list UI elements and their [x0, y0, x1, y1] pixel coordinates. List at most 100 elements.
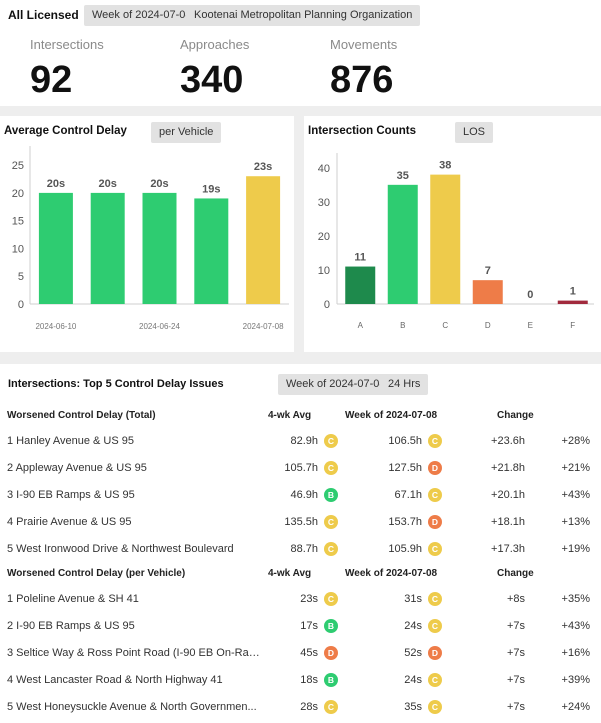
change-percent: +13%	[561, 516, 590, 528]
los-badge-avg: C	[324, 515, 338, 529]
average-control-delay-card: Average Control Delay per Vehicle 0 5 10 15…	[0, 116, 294, 352]
table-week-chip[interactable]: Week of 2024-07-08	[278, 374, 394, 395]
change-percent: +16%	[561, 647, 590, 659]
week-value: 24s	[404, 620, 422, 632]
los-badge-avg: C	[324, 700, 338, 714]
table-row[interactable]: 2 I-90 EB Ramps & US 95 17s B 24s C +7s +43%	[0, 613, 601, 640]
week-value: 24s	[404, 674, 422, 686]
kpi-movements-label: Movements	[330, 37, 398, 52]
los-badge-avg: B	[324, 673, 338, 687]
change-percent: +28%	[561, 435, 590, 447]
bar	[472, 280, 503, 304]
change-percent: +24%	[561, 701, 590, 713]
change-percent: +35%	[561, 593, 590, 605]
table-row[interactable]: 3 I-90 EB Ramps & US 95 46.9h B 67.1h C +20.1…	[0, 482, 601, 509]
x-tick-label: 2024-07-08	[243, 322, 284, 331]
bar-value-label: 35	[397, 170, 409, 182]
bar-value-label: 7	[485, 265, 491, 277]
change-value: +21.8h	[491, 462, 525, 474]
bar	[142, 192, 177, 304]
kpi-approaches-label: Approaches	[180, 37, 250, 52]
los-badge-week: C	[428, 434, 442, 448]
x-tick-label: D	[485, 321, 491, 330]
four-week-avg: 105.7h	[284, 462, 318, 474]
week-value: 52s	[404, 647, 422, 659]
week-value: 153.7h	[388, 516, 422, 528]
organization-chip[interactable]: Kootenai Metropolitan Planning Organizat…	[186, 5, 421, 26]
los-badge-avg: C	[324, 542, 338, 556]
intersection-name[interactable]: 1 Poleline Avenue & SH 41	[7, 593, 139, 605]
los-badge-week: D	[428, 515, 442, 529]
los-bar-chart: 0 10 20 30 40 11 A 35 B 38 C 7 D 0 E 1 F	[318, 153, 594, 330]
intersection-name[interactable]: 5 West Ironwood Drive & Northwest Boulev…	[7, 543, 234, 555]
week-filter-chip[interactable]: Week of 2024-07-08	[84, 5, 200, 26]
y-tick-label: 25	[12, 160, 24, 172]
los-badge-avg: C	[324, 461, 338, 475]
table-row[interactable]: 3 Seltice Way & Ross Point Road (I-90 EB…	[0, 640, 601, 667]
kpi-movements-value: 876	[330, 59, 394, 101]
x-tick-label: 2024-06-24	[139, 322, 180, 331]
table-row[interactable]: 2 Appleway Avenue & US 95 105.7h C 127.5h D +…	[0, 455, 601, 482]
table-row[interactable]: 4 Prairie Avenue & US 95 135.5h C 153.7h D +1…	[0, 509, 601, 536]
column-header-avg[interactable]: 4-wk Avg	[268, 410, 312, 421]
column-header-change[interactable]: Change	[497, 410, 534, 421]
table-row[interactable]: 1 Hanley Avenue & US 95 82.9h C 106.5h C +23.…	[0, 428, 601, 455]
los-badge-week: C	[428, 619, 442, 633]
week-value: 106.5h	[388, 435, 422, 447]
intersection-name[interactable]: 1 Hanley Avenue & US 95	[7, 435, 134, 447]
los-badge-avg: C	[324, 434, 338, 448]
los-badge-week: D	[428, 461, 442, 475]
four-week-avg: 23s	[300, 593, 318, 605]
intersection-name[interactable]: 3 I-90 EB Ramps & US 95	[7, 489, 135, 501]
intersection-name[interactable]: 4 West Lancaster Road & North Highway 41	[7, 674, 223, 686]
week-value: 105.9h	[388, 543, 422, 555]
y-tick-label: 20	[318, 231, 330, 243]
column-header-week[interactable]: Week of 2024-07-08	[345, 568, 438, 579]
change-percent: +43%	[561, 489, 590, 501]
los-badge-week: C	[428, 542, 442, 556]
column-header-change[interactable]: Change	[497, 568, 534, 579]
bar-value-label: 23s	[254, 161, 272, 173]
change-percent: +39%	[561, 674, 590, 686]
bar-value-label: 0	[527, 289, 533, 301]
column-header-week[interactable]: Week of 2024-07-08	[345, 410, 438, 421]
section-title: Worsened Control Delay (per Vehicle)	[7, 568, 186, 579]
top-issues-title: Intersections: Top 5 Control Delay Issue…	[8, 378, 224, 390]
y-tick-label: 40	[318, 163, 330, 175]
los-chip[interactable]: LOS	[455, 122, 494, 143]
los-badge-week: D	[428, 646, 442, 660]
column-header-avg[interactable]: 4-wk Avg	[268, 568, 312, 579]
four-week-avg: 46.9h	[290, 489, 318, 501]
table-row[interactable]: 5 West Ironwood Drive & Northwest Boulev…	[0, 536, 601, 563]
kpi-intersections-value: 92	[30, 59, 73, 101]
hours-chip[interactable]: 24 Hrs	[380, 374, 429, 395]
los-badge-avg: C	[324, 592, 338, 606]
intersection-name[interactable]: 3 Seltice Way & Ross Point Road (I-90 EB…	[7, 647, 262, 659]
y-tick-label: 10	[12, 243, 24, 255]
table-row[interactable]: 4 West Lancaster Road & North Highway 41…	[0, 667, 601, 694]
week-value: 67.1h	[394, 489, 422, 501]
change-value: +17.3h	[491, 543, 525, 555]
intersection-name[interactable]: 4 Prairie Avenue & US 95	[7, 516, 132, 528]
x-tick-label: C	[442, 321, 448, 330]
bar	[246, 176, 281, 304]
y-tick-label: 5	[18, 271, 24, 283]
bar	[387, 184, 418, 304]
bar	[345, 266, 376, 304]
change-value: +20.1h	[491, 489, 525, 501]
table-row[interactable]: 5 West Honeysuckle Avenue & North Govern…	[0, 694, 601, 721]
intersection-name[interactable]: 2 I-90 EB Ramps & US 95	[7, 620, 135, 632]
bar	[557, 300, 588, 304]
y-tick-label: 20	[12, 188, 24, 200]
license-title: All Licensed	[8, 8, 79, 22]
kpi-approaches-value: 340	[180, 59, 244, 101]
bar-value-label: 20s	[47, 178, 65, 190]
bar-value-label: 20s	[99, 178, 117, 190]
per-vehicle-chip[interactable]: per Vehicle	[151, 122, 222, 143]
table-row[interactable]: 1 Poleline Avenue & SH 41 23s C 31s C +8s +35%	[0, 586, 601, 613]
intersection-name[interactable]: 2 Appleway Avenue & US 95	[7, 462, 147, 474]
intersection-name[interactable]: 5 West Honeysuckle Avenue & North Govern…	[7, 701, 257, 713]
change-value: +7s	[506, 620, 525, 632]
bar-value-label: 1	[570, 286, 576, 298]
x-tick-label: A	[358, 321, 364, 330]
